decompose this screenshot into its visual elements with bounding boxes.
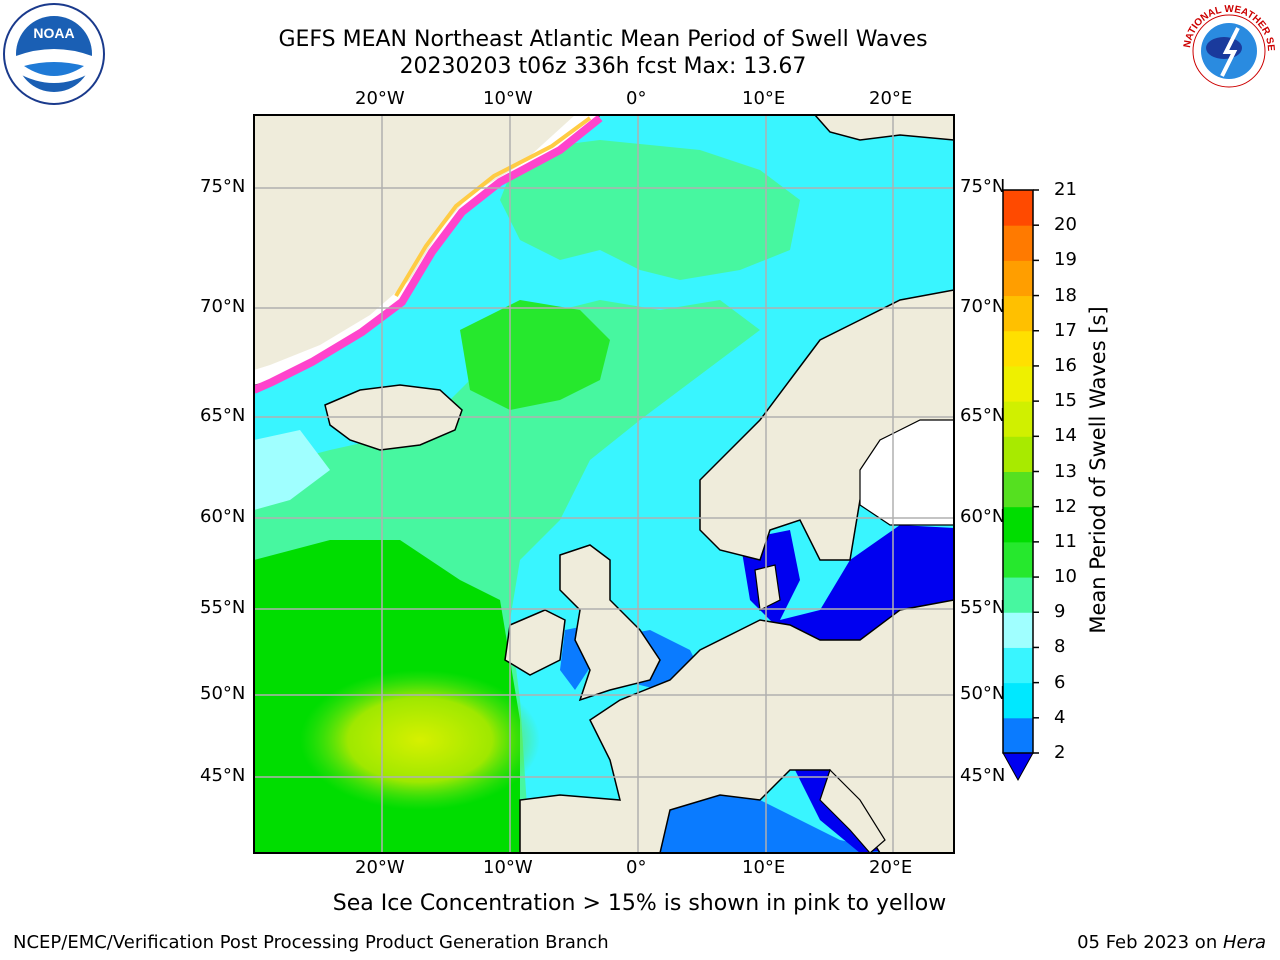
lat-label-left-45n: 45°N	[200, 765, 246, 786]
lat-label-right-75n: 75°N	[960, 176, 1006, 197]
colorbar-label: Mean Period of Swell Waves [s]	[1086, 306, 1110, 634]
swell-region-12-13s	[300, 670, 540, 810]
colorbar-tick-label: 19	[1054, 249, 1077, 271]
colorbar-tick-label: 2	[1054, 742, 1066, 763]
baltic-sea	[740, 525, 954, 640]
lon-label-top-10w: 10°W	[483, 88, 533, 109]
lat-label-left-70n: 70°N	[200, 296, 246, 317]
colorbar	[1002, 189, 1039, 782]
lon-label-bottom-10e: 10°E	[742, 857, 786, 878]
colorbar-band-11	[1003, 506, 1033, 543]
colorbar-band-19	[1003, 225, 1033, 261]
noaa-logo: NOAA	[2, 2, 106, 110]
lat-label-right-50n: 50°N	[960, 683, 1006, 704]
colorbar-tick-label: 10	[1054, 566, 1077, 588]
lon-label-bottom-0: 0°	[626, 857, 647, 878]
ireland	[504, 609, 566, 676]
italy	[819, 768, 886, 853]
sea-ice-edge	[254, 115, 603, 394]
map-frame	[253, 114, 955, 854]
colorbar-band-13	[1003, 436, 1033, 472]
colorbar-tick-label: 15	[1054, 390, 1077, 412]
lat-label-left-55n: 55°N	[200, 597, 246, 618]
colorbar-band-18	[1003, 260, 1033, 297]
lon-label-bottom-20e: 20°E	[869, 857, 913, 878]
lat-label-left-65n: 65°N	[200, 405, 246, 426]
colorbar-band-10	[1003, 541, 1033, 578]
colorbar-under-triangle	[1002, 752, 1034, 782]
nws-logo: NATIONAL WEATHER SERVICE	[1174, 0, 1280, 106]
colorbar-band-8	[1003, 612, 1033, 648]
colorbar-tick-label: 9	[1054, 601, 1066, 623]
mediterranean	[660, 795, 900, 853]
lon-label-top-10e: 10°E	[742, 88, 786, 109]
colorbar-band-4	[1003, 682, 1033, 719]
lat-label-right-55n: 55°N	[960, 597, 1006, 618]
colorbar-band-17	[1003, 295, 1033, 332]
sweden-finland-white	[859, 419, 954, 526]
colorbar-tick-label: 4	[1054, 706, 1066, 728]
swell-region-10s	[460, 300, 610, 410]
lat-label-right-45n: 45°N	[960, 765, 1006, 786]
british-isles	[559, 544, 661, 702]
footer-date: 05 Feb 2023 on Hera	[1077, 932, 1266, 953]
colorbar-band-16	[1003, 330, 1033, 367]
colorbar-tick-label: 20	[1054, 214, 1077, 236]
colorbar-tick-label: 12	[1054, 495, 1077, 517]
colorbar-tick-label: 13	[1054, 460, 1077, 482]
lon-label-bottom-10w: 10°W	[483, 857, 533, 878]
lat-label-left-50n: 50°N	[200, 683, 246, 704]
chart-subtitle: 20230203 t06z 336h fcst Max: 13.67	[399, 54, 807, 79]
colorbar-tick-label: 6	[1054, 671, 1066, 693]
lat-label-right-70n: 70°N	[960, 296, 1006, 317]
footer-credit: NCEP/EMC/Verification Post Processing Pr…	[13, 932, 609, 953]
colorbar-tick-label: 17	[1054, 319, 1077, 341]
swell-region-8s	[254, 430, 330, 510]
colorbar-tick-label: 18	[1054, 284, 1077, 306]
colorbar-band-9	[1003, 577, 1033, 613]
colorbar-tick-label: 8	[1054, 636, 1066, 658]
noaa-logo-text: NOAA	[33, 25, 74, 41]
lat-label-right-65n: 65°N	[960, 405, 1006, 426]
colorbar-band-14	[1003, 401, 1033, 437]
sea-ice-edge-inner	[394, 116, 592, 298]
svalbard	[813, 115, 954, 141]
lat-label-left-75n: 75°N	[200, 176, 246, 197]
lon-label-bottom-20w: 20°W	[355, 857, 405, 878]
colorbar-tick-label: 21	[1054, 179, 1077, 200]
lon-label-top-20w: 20°W	[355, 88, 405, 109]
lon-label-top-20e: 20°E	[869, 88, 913, 109]
footer-date-text: 05 Feb 2023 on	[1077, 932, 1223, 953]
colorbar-band-20	[1003, 190, 1033, 226]
colorbar-tick-label: 11	[1054, 530, 1077, 552]
lat-label-left-60n: 60°N	[200, 506, 246, 527]
swell-region-north-9s	[500, 140, 800, 280]
footer-host: Hera	[1222, 932, 1266, 953]
chart-title: GEFS MEAN Northeast Atlantic Mean Period…	[278, 27, 928, 52]
lat-label-right-60n: 60°N	[960, 506, 1006, 527]
graticule	[254, 115, 954, 853]
colorbar-band-12	[1003, 471, 1033, 508]
lon-label-top-0: 0°	[626, 88, 647, 109]
colorbar-band-2	[1003, 717, 1033, 754]
colorbar-band-15	[1003, 365, 1033, 402]
colorbar-tick-label: 16	[1054, 354, 1077, 376]
colorbar-band-6	[1003, 647, 1033, 684]
colorbar-tick-label: 14	[1054, 425, 1077, 447]
sea-ice-note: Sea Ice Concentration > 15% is shown in …	[332, 891, 947, 916]
denmark	[754, 564, 781, 611]
